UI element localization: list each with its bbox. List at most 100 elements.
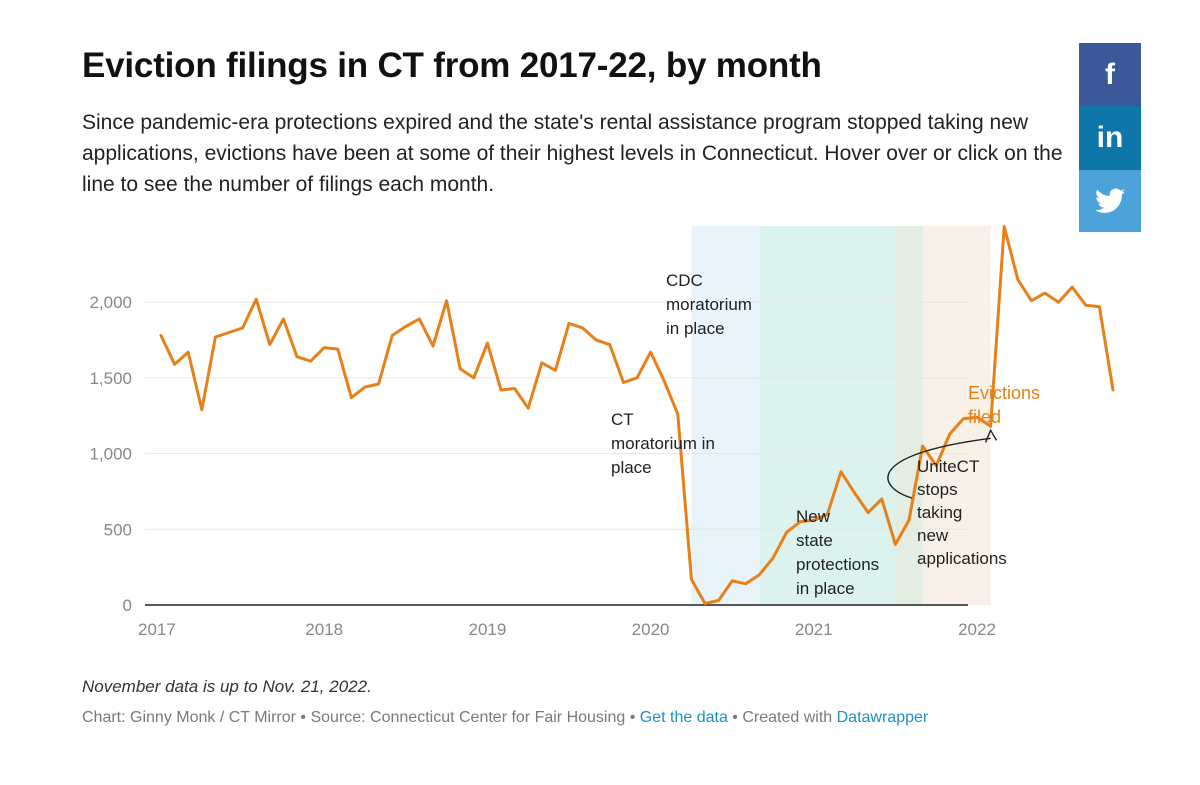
data-point[interactable] <box>579 324 587 332</box>
data-point[interactable] <box>511 384 519 392</box>
data-point[interactable] <box>524 404 532 412</box>
data-point[interactable] <box>1014 275 1022 283</box>
data-point[interactable] <box>388 332 396 340</box>
data-point[interactable] <box>375 380 383 388</box>
data-point[interactable] <box>769 554 777 562</box>
data-point[interactable] <box>701 599 709 607</box>
data-point[interactable] <box>1027 297 1035 305</box>
data-point[interactable] <box>919 442 927 450</box>
data-point[interactable] <box>619 378 627 386</box>
gridlines <box>145 301 968 606</box>
data-point[interactable] <box>864 509 872 517</box>
data-point[interactable] <box>171 360 179 368</box>
data-point[interactable] <box>415 315 423 323</box>
data-point[interactable] <box>1000 223 1008 231</box>
state-protections-band <box>922 226 991 605</box>
data-point[interactable] <box>279 315 287 323</box>
datawrapper-link[interactable]: Datawrapper <box>836 709 929 726</box>
axis-labels: 0 500 1,000 1,500 2,000 2017 2018 2019 2020 2021 2… <box>89 293 995 639</box>
series-label-evictions-filed-line: Evictions <box>968 383 1040 403</box>
series-line-layer[interactable] <box>157 223 1117 608</box>
data-point[interactable] <box>239 324 247 332</box>
state-protections-label-line: protections <box>796 555 879 574</box>
data-point[interactable] <box>266 341 274 349</box>
data-point[interactable] <box>551 366 559 374</box>
unitect-annotation-line: new <box>917 526 949 545</box>
data-point[interactable] <box>334 345 342 353</box>
data-point[interactable] <box>1055 298 1063 306</box>
chart-title: Eviction filings in CT from 2017-22, by … <box>82 46 822 85</box>
get-the-data-link[interactable]: Get the data <box>639 709 728 726</box>
linkedin-share-button[interactable]: in <box>1079 106 1141 170</box>
data-point[interactable] <box>443 297 451 305</box>
data-point[interactable] <box>211 333 219 341</box>
credit-separator: • <box>625 709 640 726</box>
data-point[interactable] <box>347 394 355 402</box>
data-point[interactable] <box>687 575 695 583</box>
x-tick-label: 2017 <box>138 620 176 639</box>
data-point[interactable] <box>891 540 899 548</box>
data-point[interactable] <box>320 344 328 352</box>
data-point[interactable] <box>456 365 464 373</box>
facebook-share-button[interactable]: f <box>1079 43 1141 106</box>
facebook-icon: f <box>1105 57 1115 91</box>
data-point[interactable] <box>606 341 614 349</box>
data-point[interactable] <box>1041 289 1049 297</box>
data-point[interactable] <box>402 322 410 330</box>
state-protections-label-line: state <box>796 531 833 550</box>
credit-created-with: Created with <box>742 709 837 726</box>
unitect-annotation-line: stops <box>917 480 958 499</box>
data-point[interactable] <box>483 339 491 347</box>
data-point[interactable] <box>837 468 845 476</box>
twitter-bird-icon <box>1095 188 1125 213</box>
data-point[interactable] <box>1095 303 1103 311</box>
data-point[interactable] <box>429 342 437 350</box>
data-point[interactable] <box>1068 283 1076 291</box>
data-point[interactable] <box>946 430 954 438</box>
data-point[interactable] <box>633 374 641 382</box>
data-point[interactable] <box>565 319 573 327</box>
data-point[interactable] <box>198 406 206 414</box>
credit-author: Chart: Ginny Monk / CT Mirror <box>82 709 296 726</box>
ct-moratorium-label-line: moratorium in <box>611 434 715 453</box>
x-tick-label: 2022 <box>958 620 996 639</box>
unitect-annotation-line: taking <box>917 503 962 522</box>
data-point[interactable] <box>715 596 723 604</box>
evictions-filed-line[interactable] <box>159 225 1115 605</box>
data-point[interactable] <box>905 516 913 524</box>
data-point[interactable] <box>1082 301 1090 309</box>
data-point[interactable] <box>497 386 505 394</box>
cdc-moratorium-label-line: in place <box>666 319 725 338</box>
linkedin-icon: in <box>1096 121 1124 154</box>
state-protections-label: New state protections in place <box>796 507 879 598</box>
data-point[interactable] <box>674 410 682 418</box>
data-point[interactable] <box>647 348 655 356</box>
data-point[interactable] <box>728 577 736 585</box>
data-point[interactable] <box>225 328 233 336</box>
y-tick-label: 0 <box>123 596 132 615</box>
data-point[interactable] <box>851 489 859 497</box>
data-point[interactable] <box>959 415 967 423</box>
data-point[interactable] <box>252 295 260 303</box>
data-point[interactable] <box>293 353 301 361</box>
data-point[interactable] <box>592 336 600 344</box>
data-point[interactable] <box>184 348 192 356</box>
data-point[interactable] <box>660 377 668 385</box>
x-tick-label: 2019 <box>468 620 506 639</box>
data-point[interactable] <box>538 359 546 367</box>
data-point[interactable] <box>878 495 886 503</box>
credit-source: Source: Connecticut Center for Fair Hous… <box>310 709 626 726</box>
data-point[interactable] <box>783 528 791 536</box>
unitect-annotation-line: applications <box>917 549 1007 568</box>
chart-description: Since pandemic-era protections expired a… <box>82 111 1063 196</box>
data-point[interactable] <box>470 374 478 382</box>
eviction-line-chart[interactable]: CDC moratorium in place CT moratorium in plac… <box>0 210 1200 670</box>
data-point[interactable] <box>742 580 750 588</box>
data-point[interactable] <box>1109 386 1117 394</box>
data-point[interactable] <box>361 383 369 391</box>
data-point[interactable] <box>755 571 763 579</box>
data-point[interactable] <box>307 357 315 365</box>
protection-bands <box>691 226 991 605</box>
data-point[interactable] <box>157 332 165 340</box>
twitter-share-button[interactable] <box>1079 170 1141 232</box>
